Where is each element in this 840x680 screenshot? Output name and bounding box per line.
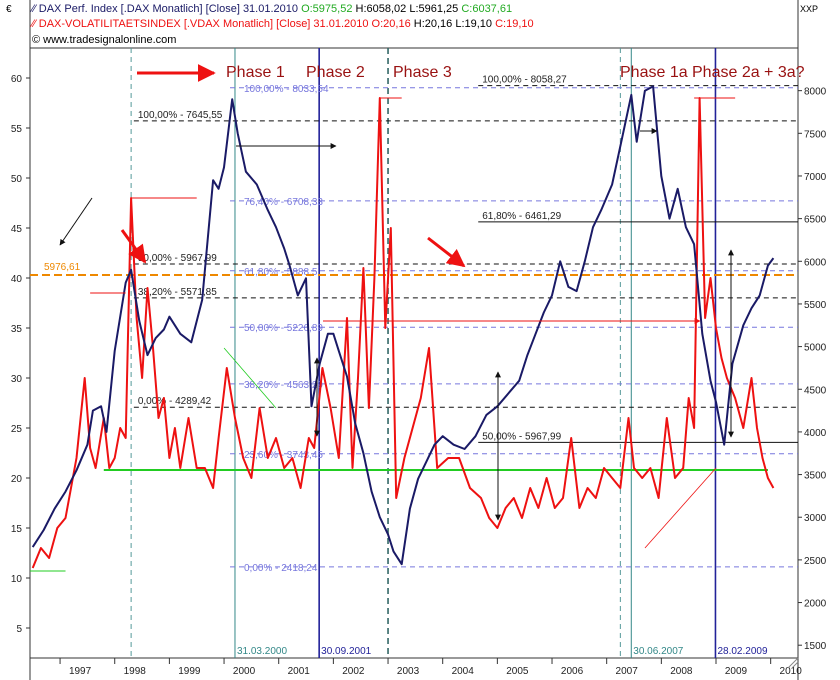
x-tick-label: 2003 xyxy=(397,666,420,677)
dax-high: H:6058,02 xyxy=(355,3,407,15)
x-tick-label: 1997 xyxy=(69,666,92,677)
y-right-tick-label: 7000 xyxy=(804,172,827,183)
x-tick-label: 2000 xyxy=(233,666,256,677)
fib-black-label: 50,00% - 5967,99 xyxy=(138,253,217,264)
y-right-tick-label: 2000 xyxy=(804,599,827,610)
phase-label: Phase 2 xyxy=(306,64,365,81)
x-tick-label: 2006 xyxy=(561,666,584,677)
y-left-tick-label: 40 xyxy=(11,274,23,285)
y-right-tick-label: 3500 xyxy=(804,471,827,482)
y-left-tick-label: 30 xyxy=(11,374,23,385)
phase-label: Phase 1a xyxy=(620,64,688,81)
y-left-tick-label: 15 xyxy=(11,524,23,535)
dax-open: O:5975,52 xyxy=(301,3,353,15)
axis-left-symbol: € xyxy=(6,4,12,15)
y-right-tick-label: 7500 xyxy=(804,129,827,140)
vdax-line xyxy=(31,97,775,569)
x-tick-label: 2008 xyxy=(670,666,693,677)
dax-series-name: DAX Perf. Index [.DAX Monatlich] [Close]… xyxy=(38,3,298,15)
x-tick-label: 2001 xyxy=(288,666,311,677)
date-marker-label: 30.09.2001 xyxy=(321,646,371,657)
y-right-tick-label: 1500 xyxy=(804,641,827,652)
date-marker-label: 31.03.2000 xyxy=(237,646,287,657)
y-right-tick-label: 4500 xyxy=(804,385,827,396)
x-tick-label: 1998 xyxy=(124,666,147,677)
y-left-tick-label: 45 xyxy=(11,224,23,235)
fib-purple-label: 100,00% - 8033,54 xyxy=(244,84,329,95)
green-diagonal xyxy=(223,347,277,409)
fib-purple-label: 0,00% - 2418,24 xyxy=(244,563,318,574)
fib-black-label: 38,20% - 5571,85 xyxy=(138,287,217,298)
vdax-low: L:19,10 xyxy=(455,18,493,30)
fib-purple-label: 38,20% - 4563,29 xyxy=(244,380,323,391)
y-left-tick-label: 20 xyxy=(11,474,23,485)
vdax-series-icon: ⁄⁄ xyxy=(32,18,36,30)
x-tick-label: 2002 xyxy=(342,666,365,677)
vdax-high: H:20,16 xyxy=(413,18,453,30)
x-tick-label: 2004 xyxy=(452,666,475,677)
y-left-tick-label: 35 xyxy=(11,324,23,335)
y-right-tick-label: 2500 xyxy=(804,556,827,567)
dax-low: L:5961,25 xyxy=(409,3,459,15)
y-right-tick-label: 4000 xyxy=(804,428,827,439)
dax-line xyxy=(31,85,775,566)
vdax-close: C:19,10 xyxy=(495,18,534,30)
legend-dax: ⁄⁄ DAX Perf. Index [.DAX Monatlich] [Clo… xyxy=(32,3,512,15)
phase-label: Phase 1 xyxy=(226,64,285,81)
y-right-tick-label: 6500 xyxy=(804,215,827,226)
fib-purple-label: 61,80% - 5888,5 xyxy=(244,267,318,278)
y-right-tick-label: 5000 xyxy=(804,343,827,354)
legend-vdax: ⁄⁄ DAX-VOLATILITAETSINDEX [.VDAX Monatli… xyxy=(32,18,534,30)
y-right-tick-label: 5500 xyxy=(804,300,827,311)
date-marker-label: 30.06.2007 xyxy=(633,646,683,657)
axis-right-symbol: XXP xyxy=(800,4,819,14)
vdax-open: O:20,16 xyxy=(371,18,411,30)
x-tick-label: 2010 xyxy=(780,666,803,677)
phase-label: Phase 2a + 3a? xyxy=(692,64,805,81)
black-arrow xyxy=(59,197,93,246)
fib-purple-label: 76,40% - 6708,33 xyxy=(244,197,323,208)
vdax-series-name: DAX-VOLATILITAETSINDEX [.VDAX Monatlich]… xyxy=(38,18,369,30)
y-right-tick-label: 8000 xyxy=(804,87,827,98)
fib-black-label: 100,00% - 8058,27 xyxy=(482,75,567,86)
x-tick-label: 2009 xyxy=(725,666,748,677)
dax-close: C:6037,61 xyxy=(461,3,513,15)
copyright: © www.tradesignalonline.com xyxy=(32,34,177,46)
fib-purple-label: 50,00% - 5226,89 xyxy=(244,323,323,334)
y-left-tick-label: 5 xyxy=(16,624,22,635)
fib-black-label: 61,80% - 6461,29 xyxy=(482,211,561,222)
fib-purple-label: 23,60% - 3743,45 xyxy=(244,450,323,461)
fib-black-label: 50,00% - 5967,99 xyxy=(482,431,561,442)
plot-area xyxy=(29,47,799,659)
y-right-tick-label: 6000 xyxy=(804,257,827,268)
dax-series-icon: ⁄⁄ xyxy=(32,3,36,15)
y-left-tick-label: 50 xyxy=(11,174,23,185)
red-arrow xyxy=(120,229,147,264)
fib-black-label: 100,00% - 7645,55 xyxy=(138,110,223,121)
y-left-tick-label: 25 xyxy=(11,424,23,435)
fib-black-label: 0,00% - 4289,42 xyxy=(138,396,212,407)
phase-label: Phase 3 xyxy=(393,64,452,81)
x-tick-label: 1999 xyxy=(178,666,201,677)
y-left-tick-label: 60 xyxy=(11,74,23,85)
red-arrow xyxy=(427,236,466,268)
resize-grip-icon xyxy=(787,657,799,669)
x-tick-label: 2005 xyxy=(506,666,529,677)
y-right-tick-label: 3000 xyxy=(804,513,827,524)
x-tick-label: 2007 xyxy=(616,666,639,677)
y-left-tick-label: 55 xyxy=(11,124,23,135)
level-5976-label: 5976,61 xyxy=(44,262,81,273)
date-marker-label: 28.02.2009 xyxy=(717,646,767,657)
y-left-tick-label: 10 xyxy=(11,574,23,585)
vdax-trend-line xyxy=(644,467,717,549)
